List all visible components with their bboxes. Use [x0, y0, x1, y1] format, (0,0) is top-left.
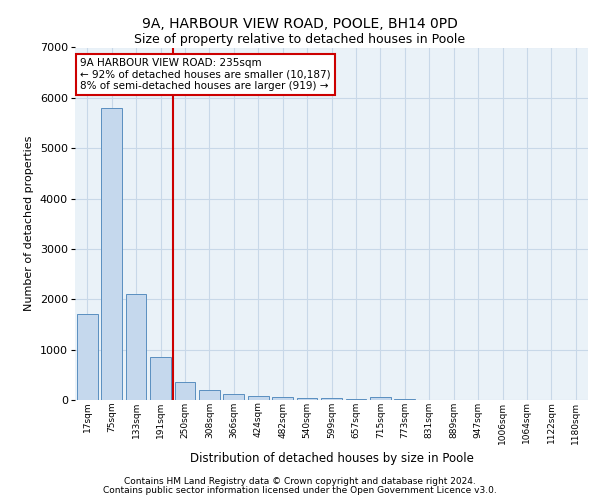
Bar	[296, 398, 317, 400]
Bar	[175, 382, 196, 400]
Text: Contains HM Land Registry data © Crown copyright and database right 2024.: Contains HM Land Registry data © Crown c…	[124, 477, 476, 486]
Y-axis label: Number of detached properties: Number of detached properties	[25, 136, 34, 312]
Bar	[125, 294, 146, 400]
Text: Size of property relative to detached houses in Poole: Size of property relative to detached ho…	[134, 34, 466, 46]
Bar	[321, 398, 342, 400]
Text: 9A HARBOUR VIEW ROAD: 235sqm
← 92% of detached houses are smaller (10,187)
8% of: 9A HARBOUR VIEW ROAD: 235sqm ← 92% of de…	[80, 58, 331, 92]
Bar	[199, 390, 220, 400]
Bar	[101, 108, 122, 400]
Bar	[223, 394, 244, 400]
Bar	[346, 399, 367, 400]
Bar	[150, 357, 171, 400]
Bar	[248, 396, 269, 400]
Bar	[272, 397, 293, 400]
Text: Contains public sector information licensed under the Open Government Licence v3: Contains public sector information licen…	[103, 486, 497, 495]
Bar	[77, 314, 98, 400]
X-axis label: Distribution of detached houses by size in Poole: Distribution of detached houses by size …	[190, 452, 473, 465]
Bar	[370, 397, 391, 400]
Text: 9A, HARBOUR VIEW ROAD, POOLE, BH14 0PD: 9A, HARBOUR VIEW ROAD, POOLE, BH14 0PD	[142, 18, 458, 32]
